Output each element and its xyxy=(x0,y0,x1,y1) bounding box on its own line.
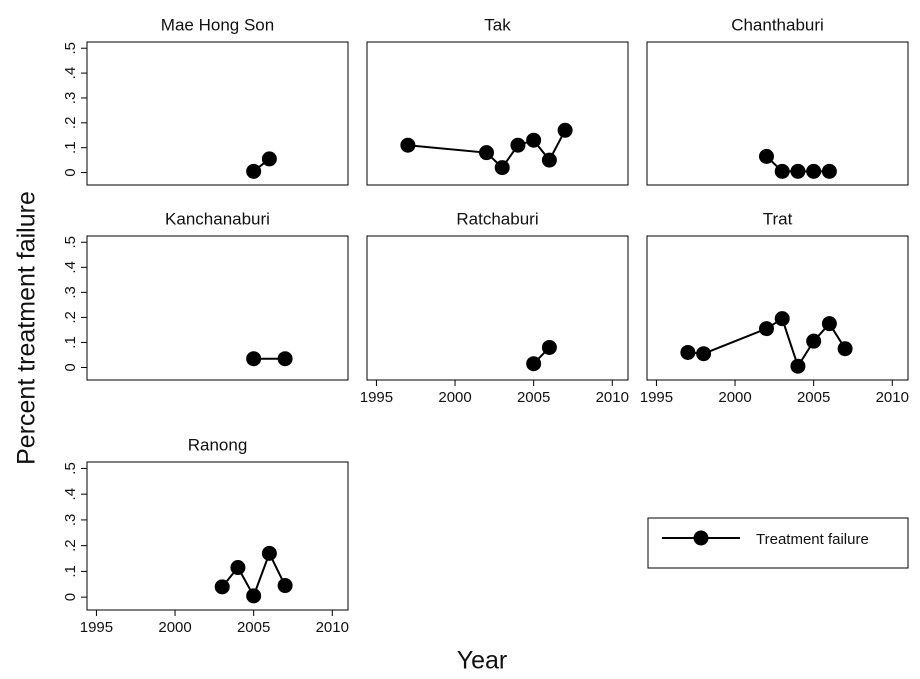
panel-title: Tak xyxy=(484,15,511,34)
y-tick-label: .4 xyxy=(62,261,79,274)
panel-frame xyxy=(86,461,349,611)
data-point xyxy=(494,160,510,176)
data-point xyxy=(526,356,542,372)
panel-frame xyxy=(366,235,629,381)
data-point xyxy=(680,344,696,360)
data-point xyxy=(790,358,806,374)
data-point xyxy=(214,579,230,595)
y-tick-label: .3 xyxy=(62,286,79,299)
y-tick-label: .3 xyxy=(62,514,79,527)
y-tick-label: .2 xyxy=(62,311,79,324)
x-axis-label: Year xyxy=(457,647,508,675)
legend-marker xyxy=(693,530,709,546)
data-point xyxy=(261,545,277,561)
panel-frame xyxy=(86,41,349,186)
data-point xyxy=(541,152,557,168)
data-point xyxy=(806,163,822,179)
y-tick-label: 0 xyxy=(62,168,79,176)
y-tick-label: .5 xyxy=(62,42,79,55)
x-tick-label: 1995 xyxy=(80,619,113,636)
legend-label: Treatment failure xyxy=(756,531,869,548)
y-tick-label: 0 xyxy=(62,363,79,371)
y-tick-label: .3 xyxy=(62,92,79,105)
panel-title: Mae Hong Son xyxy=(161,15,274,34)
data-point xyxy=(806,333,822,349)
y-tick-label: .2 xyxy=(62,117,79,130)
data-point xyxy=(758,148,774,164)
x-tick-label: 1995 xyxy=(640,389,673,406)
data-point xyxy=(821,163,837,179)
panel-title: Chanthaburi xyxy=(731,15,824,34)
y-tick-label: .1 xyxy=(62,141,79,154)
data-point xyxy=(774,311,790,327)
data-point xyxy=(510,137,526,153)
data-point xyxy=(696,346,712,362)
x-tick-label: 1995 xyxy=(360,389,393,406)
y-tick-label: .1 xyxy=(62,565,79,578)
y-tick-label: .4 xyxy=(62,67,79,80)
panel-title: Trat xyxy=(763,209,793,228)
data-point xyxy=(400,137,416,153)
x-tick-label: 2000 xyxy=(438,389,471,406)
y-tick-label: .5 xyxy=(62,236,79,249)
y-tick-label: .4 xyxy=(62,488,79,501)
data-point xyxy=(774,163,790,179)
data-point xyxy=(526,132,542,148)
data-point xyxy=(821,316,837,332)
data-point xyxy=(478,145,494,161)
data-point xyxy=(557,122,573,138)
y-tick-label: .2 xyxy=(62,539,79,552)
x-tick-label: 2010 xyxy=(316,619,349,636)
x-tick-label: 2010 xyxy=(876,389,909,406)
x-tick-label: 2010 xyxy=(596,389,629,406)
panel-frame xyxy=(366,41,629,186)
y-axis-label: Percent treatment failure xyxy=(13,191,41,465)
x-tick-label: 2000 xyxy=(158,619,191,636)
x-tick-label: 2005 xyxy=(797,389,830,406)
data-point xyxy=(230,560,246,576)
data-point xyxy=(277,578,293,594)
panel-title: Ranong xyxy=(188,435,248,454)
data-point xyxy=(541,339,557,355)
data-point xyxy=(246,163,262,179)
data-point xyxy=(758,321,774,337)
x-tick-label: 2005 xyxy=(237,619,270,636)
panel-frame xyxy=(646,41,909,186)
y-tick-label: .5 xyxy=(62,462,79,475)
panel-frame xyxy=(86,235,349,381)
panel-frame xyxy=(646,235,909,381)
x-tick-label: 2005 xyxy=(517,389,550,406)
data-point xyxy=(837,341,853,357)
panel-title: Ratchaburi xyxy=(456,209,538,228)
x-tick-label: 2000 xyxy=(718,389,751,406)
y-tick-label: .1 xyxy=(62,336,79,349)
data-point xyxy=(246,588,262,604)
panel-title: Kanchanaburi xyxy=(165,209,270,228)
y-tick-label: 0 xyxy=(62,593,79,601)
data-point xyxy=(246,351,262,367)
data-point xyxy=(261,151,277,167)
data-point xyxy=(277,351,293,367)
legend-box xyxy=(647,517,909,569)
data-point xyxy=(790,163,806,179)
